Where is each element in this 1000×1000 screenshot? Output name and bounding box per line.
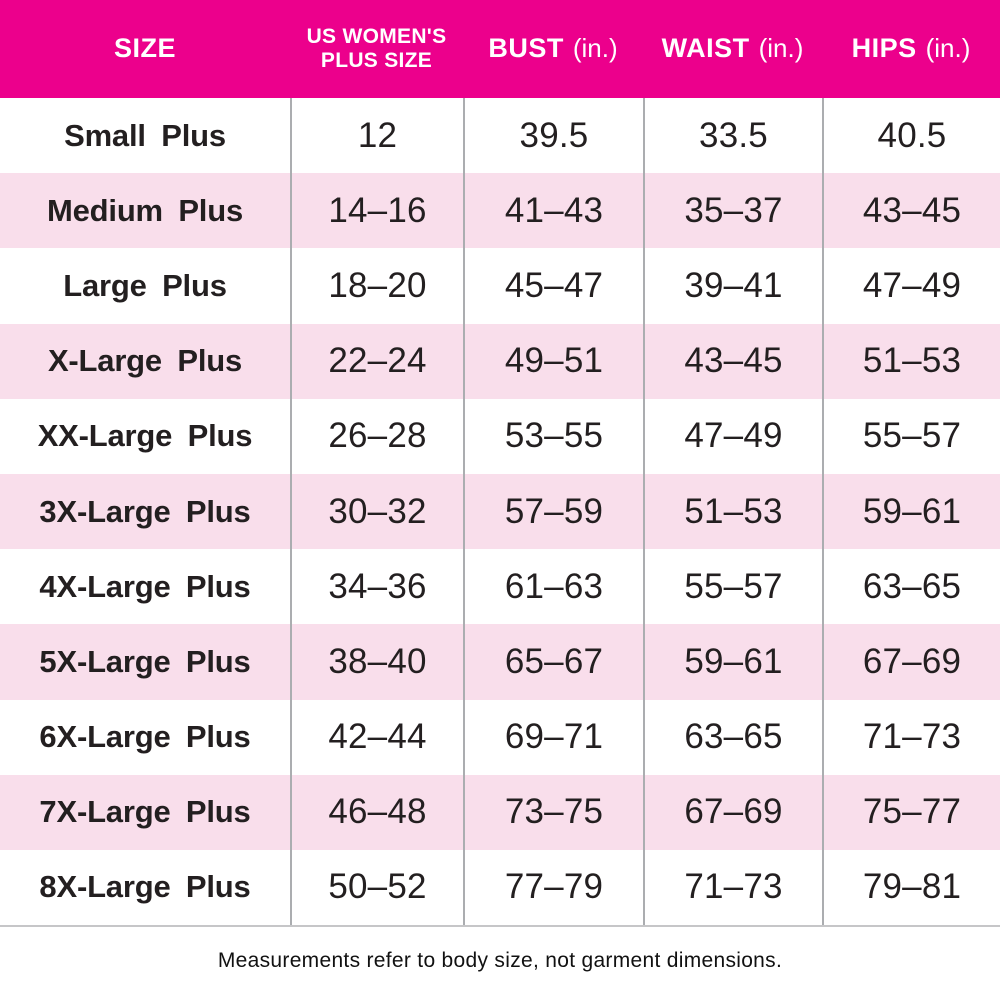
waist-cell: 47–49 (643, 398, 822, 474)
size-cell: 6X-Large Plus (39, 719, 251, 755)
us-plus-size-cell: 14–16 (290, 173, 463, 249)
us-plus-size-cell: 38–40 (290, 624, 463, 700)
hips-cell: 79–81 (822, 849, 1000, 926)
waist-cell: 33.5 (643, 98, 822, 174)
header-cell-us-plus-size: US WOMEN'S PLUS SIZE (290, 0, 463, 98)
table-row-3x-large-plus: 3X-Large Plus 30–32 57–59 51–53 59–61 (0, 473, 1000, 550)
header-waist-unit: (in.) (758, 33, 804, 64)
table-row-7x-large-plus: 7X-Large Plus 46–48 73–75 67–69 75–77 (0, 774, 1000, 850)
size-cell: Large Plus (63, 267, 227, 303)
us-plus-size-cell: 42–44 (290, 699, 463, 775)
us-plus-size-cell: 34–36 (290, 549, 463, 625)
header-hips-label: HIPS (851, 33, 917, 64)
size-cell: Medium Plus (47, 192, 243, 228)
header-cell-bust: BUST (in.) (463, 0, 643, 98)
table-row-medium-plus: Medium Plus 14–16 41–43 35–37 43–45 (0, 173, 1000, 249)
us-plus-size-cell: 22–24 (290, 323, 463, 399)
bust-cell: 77–79 (463, 849, 643, 926)
header-us-plus-size-line2: PLUS SIZE (320, 49, 433, 72)
size-chart-table: SIZE US WOMEN'S PLUS SIZE BUST (in.) WAI… (0, 0, 1000, 928)
hips-cell: 67–69 (822, 624, 1000, 700)
size-cell: Small Plus (64, 117, 226, 153)
header-waist-label: WAIST (661, 33, 750, 64)
us-plus-size-cell: 26–28 (290, 398, 463, 474)
hips-cell: 59–61 (822, 473, 1000, 550)
hips-cell: 51–53 (822, 323, 1000, 399)
bust-cell: 53–55 (463, 398, 643, 474)
table-header-row: SIZE US WOMEN'S PLUS SIZE BUST (in.) WAI… (0, 0, 1000, 98)
bust-cell: 39.5 (463, 98, 643, 174)
header-bust-label: BUST (488, 33, 564, 64)
waist-cell: 55–57 (643, 549, 822, 625)
size-cell: 4X-Large Plus (39, 568, 251, 604)
header-hips-unit: (in.) (925, 33, 971, 64)
size-cell: 5X-Large Plus (39, 643, 251, 679)
hips-cell: 71–73 (822, 699, 1000, 775)
bust-cell: 57–59 (463, 473, 643, 550)
header-us-plus-size-line1: US WOMEN'S (306, 24, 447, 48)
us-plus-size-cell: 12 (290, 98, 463, 174)
table-row-4x-large-plus: 4X-Large Plus 34–36 61–63 55–57 63–65 (0, 549, 1000, 625)
waist-cell: 51–53 (643, 473, 822, 550)
size-cell: X-Large Plus (47, 343, 243, 379)
bust-cell: 41–43 (463, 173, 643, 249)
bust-cell: 49–51 (463, 323, 643, 399)
hips-cell: 55–57 (822, 398, 1000, 474)
waist-cell: 67–69 (643, 774, 822, 850)
header-cell-hips: HIPS (in.) (822, 0, 1000, 98)
waist-cell: 35–37 (643, 173, 822, 249)
hips-cell: 63–65 (822, 549, 1000, 625)
waist-cell: 59–61 (643, 624, 822, 700)
header-cell-waist: WAIST (in.) (643, 0, 822, 98)
table-body: Small Plus 12 39.5 33.5 40.5 Medium Plus… (0, 98, 1000, 928)
waist-cell: 43–45 (643, 323, 822, 399)
waist-cell: 71–73 (643, 849, 822, 926)
measurement-disclaimer: Measurements refer to body size, not gar… (217, 949, 783, 973)
waist-cell: 63–65 (643, 699, 822, 775)
hips-cell: 75–77 (822, 774, 1000, 850)
us-plus-size-cell: 46–48 (290, 774, 463, 850)
hips-cell: 47–49 (822, 248, 1000, 324)
table-row-xx-large-plus: XX-Large Plus 26–28 53–55 47–49 55–57 (0, 398, 1000, 474)
bust-cell: 45–47 (463, 248, 643, 324)
size-cell: 7X-Large Plus (39, 794, 251, 830)
table-row-x-large-plus: X-Large Plus 22–24 49–51 43–45 51–53 (0, 323, 1000, 399)
us-plus-size-cell: 18–20 (290, 248, 463, 324)
size-cell: 3X-Large Plus (39, 493, 251, 529)
size-cell: XX-Large Plus (37, 418, 253, 454)
table-row-8x-large-plus: 8X-Large Plus 50–52 77–79 71–73 79–81 (0, 849, 1000, 926)
waist-cell: 39–41 (643, 248, 822, 324)
size-cell: 8X-Large Plus (39, 869, 251, 905)
header-bust-unit: (in.) (572, 33, 618, 64)
table-row-small-plus: Small Plus 12 39.5 33.5 40.5 (0, 98, 1000, 174)
table-row-large-plus: Large Plus 18–20 45–47 39–41 47–49 (0, 248, 1000, 324)
bust-cell: 65–67 (463, 624, 643, 700)
header-size-label: SIZE (113, 33, 176, 64)
hips-cell: 40.5 (822, 98, 1000, 174)
bust-cell: 61–63 (463, 549, 643, 625)
us-plus-size-cell: 50–52 (290, 849, 463, 926)
header-cell-size: SIZE (0, 0, 290, 98)
us-plus-size-cell: 30–32 (290, 473, 463, 550)
table-row-5x-large-plus: 5X-Large Plus 38–40 65–67 59–61 67–69 (0, 624, 1000, 700)
hips-cell: 43–45 (822, 173, 1000, 249)
bust-cell: 69–71 (463, 699, 643, 775)
table-row-6x-large-plus: 6X-Large Plus 42–44 69–71 63–65 71–73 (0, 699, 1000, 775)
bust-cell: 73–75 (463, 774, 643, 850)
